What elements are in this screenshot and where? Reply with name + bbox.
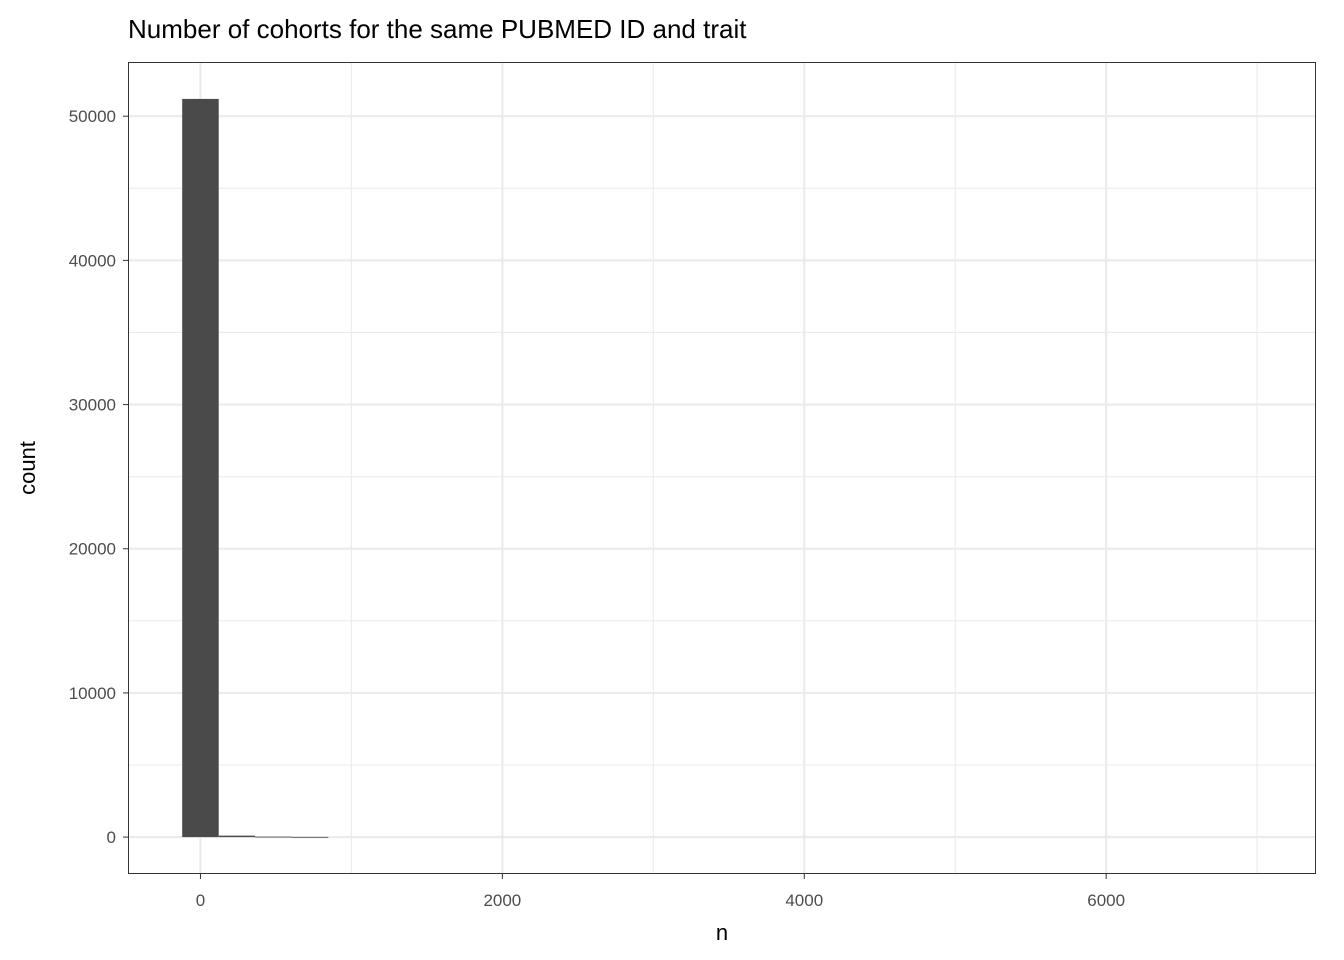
panel-border xyxy=(128,62,1316,874)
histogram-bar xyxy=(291,836,329,838)
y-tick-label: 40000 xyxy=(69,251,116,270)
y-axis-label: count xyxy=(15,441,40,495)
x-tick-label: 6000 xyxy=(1087,891,1125,910)
y-tick-label: 30000 xyxy=(69,396,116,415)
panel-background xyxy=(128,62,1316,874)
x-tick-label: 2000 xyxy=(483,891,521,910)
chart-title: Number of cohorts for the same PUBMED ID… xyxy=(128,14,747,44)
y-tick-label: 0 xyxy=(107,828,116,847)
y-tick-label: 50000 xyxy=(69,107,116,126)
y-tick-label: 10000 xyxy=(69,684,116,703)
x-tick-label: 0 xyxy=(196,891,205,910)
histogram-bar xyxy=(255,836,292,838)
histogram-bar xyxy=(182,98,219,838)
y-tick-label: 20000 xyxy=(69,540,116,559)
x-axis-label: n xyxy=(716,920,728,945)
histogram-bar xyxy=(218,835,256,838)
x-tick-label: 4000 xyxy=(785,891,823,910)
